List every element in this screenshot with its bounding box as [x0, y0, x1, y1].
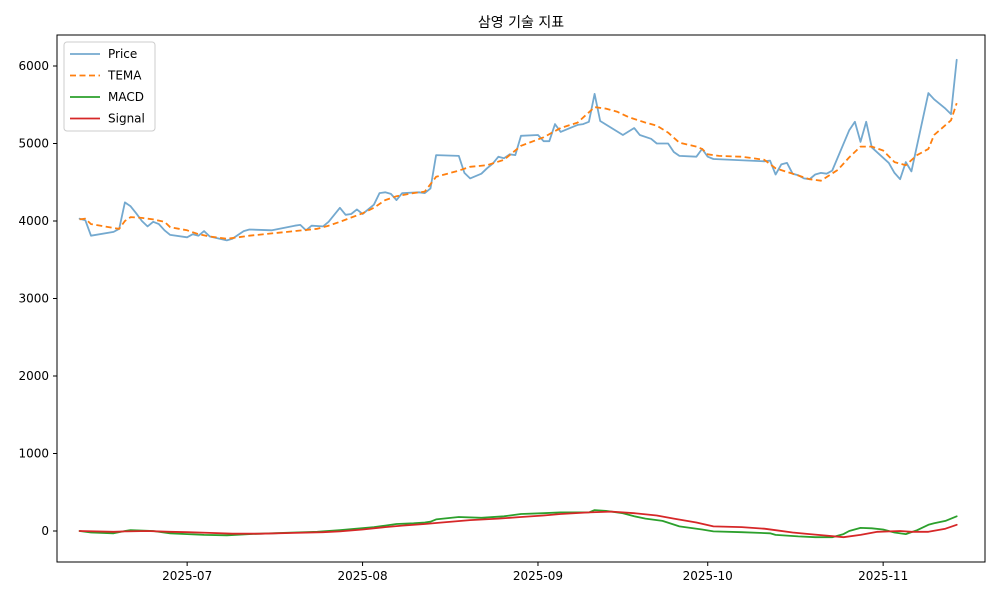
legend-label: TEMA	[107, 69, 142, 83]
x-tick-label: 2025-11	[858, 569, 908, 583]
legend-label: Price	[108, 47, 137, 61]
legend-item-macd: MACD	[70, 90, 144, 104]
legend: Price TEMA MACD Signal	[63, 41, 156, 132]
y-tick-label: 0	[41, 524, 49, 538]
y-tick-label: 5000	[18, 137, 49, 151]
series-line-tema	[79, 102, 958, 240]
legend-item-tema: TEMA	[70, 69, 142, 83]
y-tick-label: 4000	[18, 214, 49, 228]
chart-title: 삼영 기술 지표	[478, 15, 564, 31]
legend-label: MACD	[108, 90, 144, 104]
legend-item-signal: Signal	[70, 112, 145, 126]
y-tick-label: 6000	[18, 59, 49, 73]
legend-box	[63, 41, 156, 132]
x-axis: 2025-07 2025-08 2025-09 2025-10 2025-11	[162, 562, 908, 583]
x-tick-label: 2025-08	[337, 569, 387, 583]
y-tick-label: 1000	[18, 447, 49, 461]
y-axis: 0 1000 2000 3000 4000 5000 6000	[18, 59, 57, 538]
x-tick-label: 2025-10	[683, 569, 733, 583]
y-tick-label: 2000	[18, 369, 49, 383]
x-tick-label: 2025-09	[513, 569, 563, 583]
y-tick-label: 3000	[18, 292, 49, 306]
legend-item-price: Price	[70, 47, 137, 61]
series-layer	[78, 58, 958, 539]
series-line-price	[78, 58, 958, 242]
x-tick-label: 2025-07	[162, 569, 212, 583]
series-line-signal	[78, 510, 958, 539]
legend-label: Signal	[108, 112, 145, 126]
